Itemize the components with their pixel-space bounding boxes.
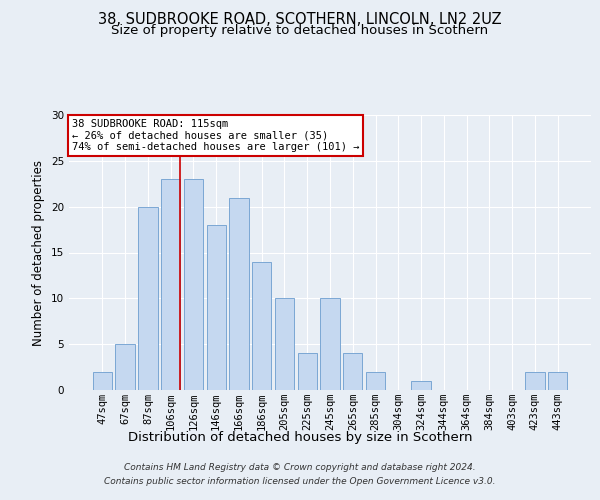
Bar (161, 179, 181, 390)
Bar (115, 344, 135, 390)
Bar (525, 372, 545, 390)
Bar (343, 354, 362, 390)
Bar (93, 372, 112, 390)
Text: 38, SUDBROOKE ROAD, SCOTHERN, LINCOLN, LN2 2UZ: 38, SUDBROOKE ROAD, SCOTHERN, LINCOLN, L… (98, 12, 502, 28)
Bar (412, 381, 431, 390)
Bar (138, 206, 158, 390)
Text: Contains HM Land Registry data © Crown copyright and database right 2024.: Contains HM Land Registry data © Crown c… (124, 464, 476, 472)
Text: Contains public sector information licensed under the Open Government Licence v3: Contains public sector information licen… (104, 477, 496, 486)
Bar (366, 372, 385, 390)
Bar (320, 298, 340, 390)
Bar (229, 198, 248, 390)
Bar (298, 354, 317, 390)
Text: Size of property relative to detached houses in Scothern: Size of property relative to detached ho… (112, 24, 488, 37)
Bar (206, 225, 226, 390)
Y-axis label: Number of detached properties: Number of detached properties (32, 160, 46, 346)
Bar (252, 262, 271, 390)
Bar (184, 179, 203, 390)
Bar (548, 372, 567, 390)
Bar (275, 298, 294, 390)
Text: Distribution of detached houses by size in Scothern: Distribution of detached houses by size … (128, 431, 472, 444)
Text: 38 SUDBROOKE ROAD: 115sqm
← 26% of detached houses are smaller (35)
74% of semi-: 38 SUDBROOKE ROAD: 115sqm ← 26% of detac… (71, 119, 359, 152)
